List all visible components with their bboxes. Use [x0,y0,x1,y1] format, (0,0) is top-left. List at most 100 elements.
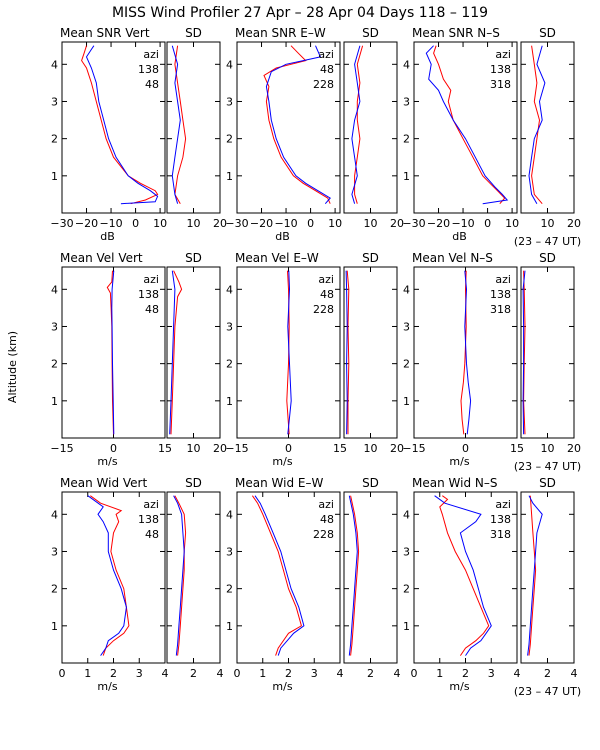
sd-edge-tick-label: 20 [213,442,227,455]
mean-panel-xtick-label: 15 [510,442,524,455]
legend-azimuth-red: 138 [490,513,511,526]
legend-azimuth-blue: 228 [313,528,334,541]
x-unit-label: m/s [449,680,469,693]
y-tick-label: 1 [51,170,58,183]
mean-series-red-line [90,495,130,656]
x-unit-label: dB [275,230,290,243]
mean-panel-xtick-label: −10 [274,217,297,230]
mean-series-blue-line [287,270,292,435]
mean-panel-xtick-label: −20 [75,217,98,230]
mean-panel-frame [61,41,166,214]
sd-panel-frame [343,41,398,214]
mean-panel-xtick-label: −15 [50,442,73,455]
sd-panel-title: SD [362,476,379,490]
legend-azimuth-blue: 318 [490,528,511,541]
mean-panel-title: Mean Vel N–S [412,251,493,265]
mean-series-red-line [81,45,159,205]
y-tick-label: 1 [226,395,233,408]
sd-series-blue-line [348,495,358,656]
mean-series-red-line [263,45,331,204]
sd-panel-frame [520,491,575,664]
mean-panel-xtick-label: 3 [488,667,495,680]
y-tick-label: 4 [51,283,58,296]
mean-panel-xtick-label: 2 [110,667,117,680]
legend-azimuth-red: 138 [490,63,511,76]
y-tick-label: 4 [51,58,58,71]
sd-series-red-line [528,495,537,656]
sd-panel-xtick-label: 2 [190,667,197,680]
y-tick-label: 2 [403,583,410,596]
ut-range-note: (23 – 47 UT) [514,235,581,248]
y-tick-label: 4 [226,508,233,521]
sd-edge-tick-label: 20 [567,217,581,230]
legend-azimuth-blue: 48 [145,528,159,541]
mean-panel-xtick-label: 15 [158,442,172,455]
sd-edge-tick-label: 20 [213,217,227,230]
mean-panel-xtick-label: 3 [311,667,318,680]
mean-series-blue-line [85,45,159,205]
legend-azimuth-red: 48 [320,63,334,76]
sd-series-blue-line [345,270,348,435]
sd-panel-title: SD [539,476,556,490]
legend-azimuth-blue: 228 [313,303,334,316]
mean-panel-xtick-label: 0 [132,217,139,230]
sd-series-blue-line [173,495,185,656]
legend-azi-heading: azi [143,498,159,511]
mean-series-red-line [439,495,490,656]
mean-panel-xtick-label: 0 [462,442,469,455]
sd-panel-xtick-label: 10 [364,217,378,230]
y-tick-label: 2 [226,133,233,146]
mean-panel-xtick-label: 15 [333,442,347,455]
mean-series-blue-line [111,270,115,435]
y-tick-label: 4 [226,58,233,71]
mean-panel-xtick-label: 1 [436,667,443,680]
mean-panel-xtick-label: 2 [285,667,292,680]
sd-panel-title: SD [185,26,202,40]
sd-panel-frame [343,266,398,439]
sd-edge-tick-label: 4 [217,667,224,680]
mean-panel-xtick-label: 2 [462,667,469,680]
sd-panel-frame [166,491,221,664]
y-tick-label: 1 [51,395,58,408]
sd-series-blue-line [528,45,546,204]
sd-panel-frame [520,266,575,439]
mean-panel-xtick-label: −20 [250,217,273,230]
legend-azimuth-red: 138 [138,288,159,301]
x-unit-label: m/s [272,455,292,468]
legend-azimuth-red: 48 [320,513,334,526]
mean-series-red-line [106,270,114,435]
legend-azi-heading: azi [318,48,334,61]
x-unit-label: dB [100,230,115,243]
mean-panel-title: Mean Wid E–W [235,476,323,490]
sd-panel-xtick-label: 2 [544,667,551,680]
legend-azi-heading: azi [495,48,511,61]
mean-panel-xtick-label: 10 [328,217,342,230]
legend-azimuth-red: 138 [490,288,511,301]
y-tick-label: 3 [226,95,233,108]
sd-panel-title: SD [539,251,556,265]
mean-series-blue-line [265,45,331,205]
sd-panel-frame [520,41,575,214]
mean-panel-frame [236,41,341,214]
legend-azimuth-blue: 48 [145,78,159,91]
y-tick-label: 1 [403,620,410,633]
mean-panel-xtick-label: 1 [84,667,91,680]
y-tick-label: 2 [51,133,58,146]
mean-panel-frame [413,41,518,214]
y-tick-label: 3 [51,320,58,333]
y-tick-label: 2 [51,583,58,596]
mean-panel-xtick-label: 4 [162,667,169,680]
y-tick-label: 3 [51,95,58,108]
figure-title: MISS Wind Profiler 27 Apr – 28 Apr 04 Da… [112,5,488,21]
mean-panel-xtick-label: −30 [402,217,425,230]
sd-series-red-line [174,495,187,656]
y-tick-label: 2 [51,358,58,371]
sd-series-red-line [523,270,526,435]
sd-series-red-line [350,495,360,656]
sd-series-blue-line [522,270,526,435]
legend-azi-heading: azi [495,498,511,511]
sd-panel-title: SD [185,476,202,490]
x-unit-label: m/s [97,455,117,468]
sd-series-red-line [170,270,183,435]
